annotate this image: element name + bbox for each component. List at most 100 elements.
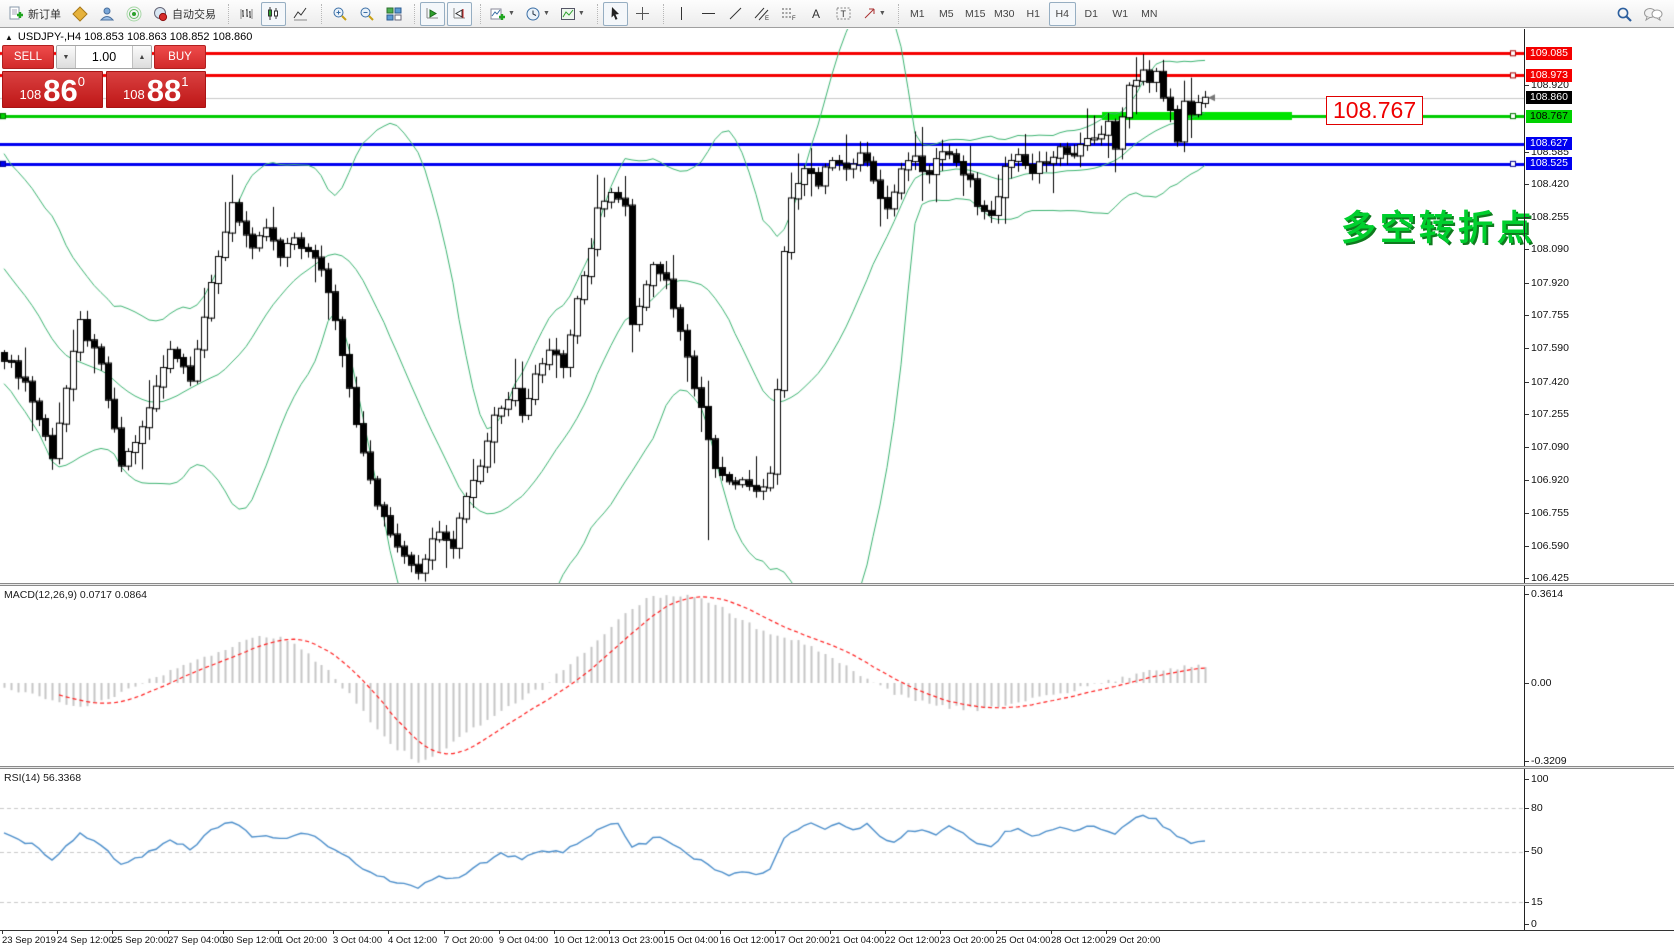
text-label-tool-button[interactable]: T xyxy=(831,2,856,26)
rsi-axis-tick: 100 xyxy=(1525,773,1552,786)
price-axis-tick: 106.920 xyxy=(1525,474,1572,487)
zoom-out-button[interactable] xyxy=(354,2,379,26)
volume-input[interactable]: 1.00 xyxy=(76,46,132,68)
svg-text:F: F xyxy=(792,16,796,21)
price-axis-label-red: 108.973 xyxy=(1526,69,1572,82)
auto-scroll-button[interactable] xyxy=(420,1,445,26)
toolbar-separator xyxy=(474,3,481,24)
price-axis-tick: 107.255 xyxy=(1525,408,1572,421)
line-chart-button[interactable] xyxy=(288,2,313,26)
price-axis-tick: 108.920 xyxy=(1525,79,1572,92)
main-chart-canvas[interactable] xyxy=(0,29,1524,583)
time-axis-tick xyxy=(609,931,610,934)
volume-increase-button[interactable]: ▲ xyxy=(132,46,151,68)
profile-button[interactable] xyxy=(94,2,119,26)
time-axis-tick xyxy=(388,931,389,934)
autotrade-icon xyxy=(154,6,168,21)
time-axis-label: 23 Oct 20:00 xyxy=(940,935,995,946)
price-axis-tick: 106.755 xyxy=(1525,507,1572,520)
text-tool-button[interactable]: A xyxy=(804,2,829,26)
chat-bubbles-icon xyxy=(1644,8,1663,22)
fibonacci-tool-button[interactable]: F xyxy=(777,2,802,26)
price-level-annotation[interactable]: 108.767 xyxy=(1326,96,1424,125)
search-button[interactable] xyxy=(1612,2,1637,26)
svg-text:T: T xyxy=(840,9,846,19)
tile-windows-button[interactable] xyxy=(381,2,406,26)
price-axis-tick: 107.420 xyxy=(1525,376,1572,389)
profile-icon xyxy=(99,7,114,20)
price-axis-tick: 108.420 xyxy=(1525,178,1572,191)
channel-tool-button[interactable]: E xyxy=(750,2,775,26)
trendline-tool-button[interactable] xyxy=(723,2,748,26)
rsi-axis-tick: 0 xyxy=(1525,918,1540,931)
new-order-button[interactable]: 新订单 xyxy=(4,2,65,26)
timeframe-group: M1 M5 M15 M30 H1 H4 D1 W1 MN xyxy=(903,1,1164,26)
periods-menu-button[interactable]: ▼ xyxy=(521,2,554,26)
zoom-in-button[interactable] xyxy=(327,2,352,26)
dropdown-caret-icon: ▼ xyxy=(542,10,550,17)
time-axis-tick xyxy=(223,931,224,934)
crosshair-tool-button[interactable] xyxy=(630,2,655,26)
highlight-tool-button[interactable] xyxy=(67,2,92,26)
time-axis-label: 27 Sep 04:00 xyxy=(168,935,225,946)
rsi-canvas[interactable] xyxy=(0,769,1524,930)
vertical-line-icon xyxy=(680,7,682,20)
macd-canvas[interactable] xyxy=(0,586,1524,766)
toolbar-separator xyxy=(222,3,229,24)
sell-price-button[interactable]: 108 86 0 xyxy=(2,71,103,108)
signal-button[interactable] xyxy=(121,2,146,26)
toolbar: 新订单 自动交易 xyxy=(0,0,1674,28)
macd-axis-tick: 0.00 xyxy=(1525,677,1554,690)
horizontal-line-tool-button[interactable] xyxy=(696,2,721,26)
timeframe-button-M15[interactable]: M15 xyxy=(965,7,986,20)
price-axis-tick: 107.590 xyxy=(1525,342,1572,355)
timeframe-button-H1[interactable]: H1 xyxy=(1026,7,1040,20)
chat-button[interactable] xyxy=(1639,2,1667,26)
time-axis-tick xyxy=(830,931,831,934)
equidistant-channel-icon: E xyxy=(754,7,769,21)
timeframe-button-H4[interactable]: H4 xyxy=(1048,1,1076,26)
time-axis-label: 30 Sep 12:00 xyxy=(223,935,280,946)
arrows-menu-button[interactable]: ▼ xyxy=(858,2,890,26)
buy-price-button[interactable]: 108 88 1 xyxy=(105,71,206,108)
cursor-tool-button[interactable] xyxy=(602,1,628,26)
price-axis-tick: 106.590 xyxy=(1525,540,1572,553)
candlestick-chart-button[interactable] xyxy=(261,1,286,26)
sell-button[interactable]: SELL xyxy=(2,45,54,69)
timeframe-button-W1[interactable]: W1 xyxy=(1112,7,1129,20)
toolbar-separator xyxy=(408,3,415,24)
timeframe-button-MN[interactable]: MN xyxy=(1141,7,1158,20)
periods-clock-icon xyxy=(526,7,540,20)
indicators-menu-button[interactable]: ▼ xyxy=(486,2,519,26)
chart-shift-icon xyxy=(453,8,465,19)
time-axis-tick xyxy=(168,931,169,934)
panel-splitter[interactable] xyxy=(0,766,1674,769)
time-axis-label: 23 Sep 2019 xyxy=(2,935,56,946)
main-chart-panel: ▲ USDJPY-,H4 108.853 108.863 108.852 108… xyxy=(0,29,1674,584)
crosshair-icon xyxy=(635,7,649,20)
price-axis-label-blue: 108.627 xyxy=(1526,137,1572,150)
bar-chart-button[interactable] xyxy=(234,2,259,26)
timeframe-button-M30[interactable]: M30 xyxy=(994,7,1015,20)
chart-shift-button[interactable] xyxy=(447,1,472,26)
price-axis-tick: 107.755 xyxy=(1525,309,1572,322)
fibonacci-icon: F xyxy=(782,8,796,21)
collapse-arrow-icon[interactable]: ▲ xyxy=(5,32,13,42)
autotrade-button[interactable]: 自动交易 xyxy=(148,2,220,26)
price-axis: 108.920 108.585 108.420 108.255 108.090 107.9… xyxy=(1524,29,1674,584)
vertical-line-tool-button[interactable] xyxy=(669,2,694,26)
templates-menu-button[interactable]: ▼ xyxy=(556,2,589,26)
price-axis-label-green: 108.767 xyxy=(1526,110,1572,123)
buy-button[interactable]: BUY xyxy=(154,45,206,69)
candlestick-chart-icon xyxy=(268,7,278,20)
time-axis-label: 7 Oct 20:00 xyxy=(444,935,494,946)
timeframe-button-M1[interactable]: M1 xyxy=(909,7,925,20)
time-axis-tick xyxy=(996,931,997,934)
panel-splitter[interactable] xyxy=(0,583,1674,586)
one-click-trade-panel: SELL ▼ 1.00 ▲ BUY 108 86 0 108 88 1 xyxy=(2,45,206,108)
timeframe-button-D1[interactable]: D1 xyxy=(1084,7,1098,20)
timeframe-button-M5[interactable]: M5 xyxy=(938,7,954,20)
dropdown-caret-icon: ▼ xyxy=(508,10,515,17)
rsi-axis-tick: 15 xyxy=(1525,896,1546,909)
volume-decrease-button[interactable]: ▼ xyxy=(57,46,76,68)
